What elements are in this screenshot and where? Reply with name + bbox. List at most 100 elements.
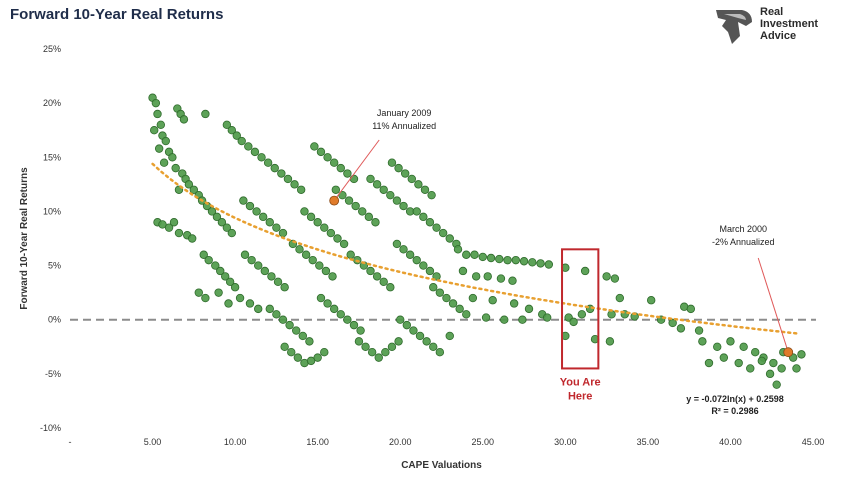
data-point [283,174,293,184]
brand-name: Real Investment Advice [760,6,818,42]
data-point [354,337,364,346]
data-point [296,185,306,194]
data-point [222,223,232,232]
data-point [425,266,435,276]
data-point [453,245,463,254]
data-point [409,326,418,335]
data-point [272,223,281,232]
data-point [306,356,316,366]
data-point [245,299,255,308]
data-point [216,266,225,276]
x-tick-label: 40.00 [719,437,742,447]
data-point [230,283,240,292]
data-point [290,180,299,189]
data-point [164,223,174,232]
data-point [278,228,288,238]
data-point [336,163,345,173]
data-point [455,304,464,314]
data-point [328,272,337,281]
data-point [432,272,441,281]
data-point [544,260,554,269]
data-point [308,255,317,265]
data-point [316,293,326,303]
data-point [171,163,180,173]
data-point [349,174,359,184]
data-point [381,348,390,357]
data-point [260,266,270,276]
data-point [265,304,274,314]
data-point [263,158,273,167]
x-tick-label: - [69,437,72,447]
you-are-label: You Are [560,376,601,388]
data-point [306,212,316,222]
data-point [509,299,519,308]
data-point [336,310,345,319]
data-point [189,185,199,194]
annotation-return: 11% Annualized [372,121,436,131]
data-point [402,320,412,330]
data-point [524,304,534,314]
data-point [676,324,686,333]
data-point [746,364,755,373]
data-point [445,234,454,243]
data-point [772,380,781,389]
data-point [168,153,177,162]
data-point [496,274,506,283]
y-axis-label: Forward 10-Year Real Returns [19,167,30,310]
data-point [429,342,438,351]
data-point [285,320,294,330]
data-point [292,326,301,335]
data-point [295,245,304,254]
data-point [194,288,203,297]
data-point [379,277,388,287]
annotation-marker [329,195,340,206]
data-point [300,207,309,216]
data-point [232,131,241,140]
data-point [159,158,169,167]
data-point [287,348,296,357]
data-point [321,266,331,276]
data-point [445,331,454,341]
trendline [151,162,798,335]
data-point [518,315,527,324]
data-point [508,276,517,285]
data-point [252,207,261,216]
data-point [425,218,435,227]
x-tick-label: 10.00 [224,437,247,447]
x-tick-label: 25.00 [472,437,495,447]
data-point [414,180,423,189]
data-point [214,288,223,297]
data-point [240,250,250,259]
data-point [237,136,246,146]
data-point [503,255,512,265]
data-point [254,304,263,314]
data-point [187,234,197,243]
data-point [458,266,468,276]
data-point [435,288,445,297]
data-point [399,245,408,254]
data-point [777,364,786,373]
annotation-marker [783,347,794,358]
data-point [320,223,329,232]
trend-r-squared: R² = 0.2986 [711,406,758,416]
data-point [250,147,260,157]
data-point [713,342,722,351]
data-point [734,358,743,368]
x-tick-label: 35.00 [637,437,660,447]
data-point [399,201,408,211]
data-point [470,250,479,259]
data-point [298,331,308,341]
data-point [273,277,283,287]
data-point [154,144,164,153]
annotations: January 2009 11% Annualized March 2000 -2% … [329,108,794,358]
data-point [442,293,451,303]
data-point [392,196,402,205]
data-point [420,185,430,194]
data-point [227,126,237,135]
data-point [668,318,677,328]
data-point [204,255,213,265]
data-point [419,212,428,222]
data-point [569,317,578,327]
data-point [605,337,615,346]
data-point [387,342,397,351]
